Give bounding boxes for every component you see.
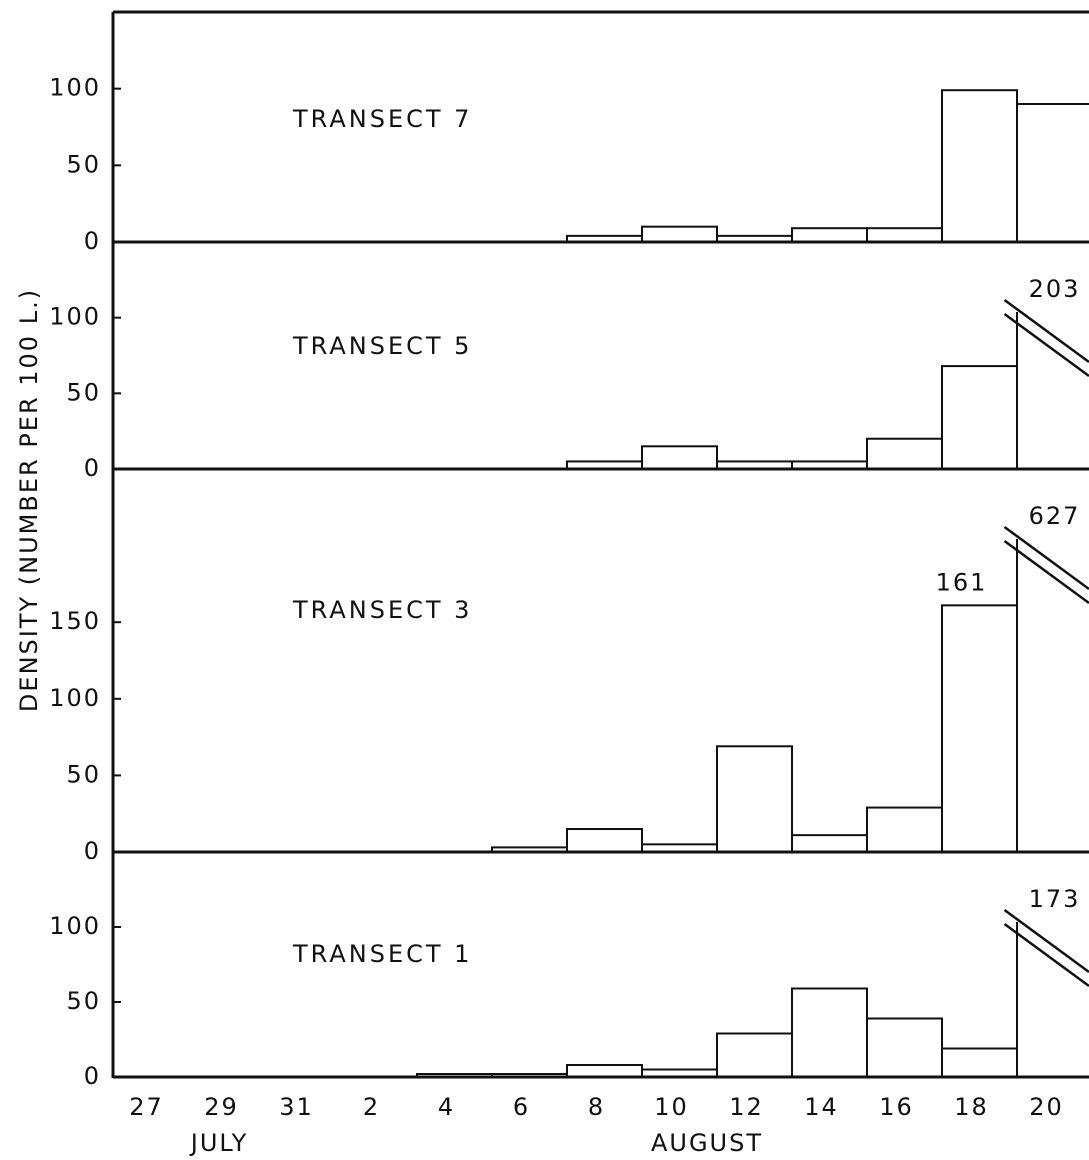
data-label: 627 (1029, 502, 1081, 530)
y-tick-label: 100 (49, 684, 101, 712)
y-tick-label: 0 (84, 454, 101, 482)
bar (566, 1064, 643, 1077)
panel-title: TRANSECT 3 (292, 596, 472, 624)
y-tick-label: 150 (49, 607, 101, 635)
axis-break (1003, 298, 1089, 364)
x-tick-label: 2 (363, 1093, 380, 1121)
bar (941, 89, 1018, 242)
x-tick-label: 12 (729, 1093, 764, 1121)
y-tick-label: 100 (49, 74, 101, 102)
bar (941, 1047, 1018, 1077)
y-tick-label: 0 (84, 837, 101, 865)
month-label: JULY (189, 1129, 249, 1157)
axis-break (1003, 922, 1089, 988)
y-tick-label: 100 (49, 303, 101, 331)
bar (791, 227, 868, 242)
x-tick-label: 6 (513, 1093, 530, 1121)
bar (941, 604, 1018, 852)
x-tick-label: 8 (588, 1093, 605, 1121)
bar (866, 227, 943, 242)
x-tick-label: 4 (438, 1093, 455, 1121)
data-label: 203 (1029, 275, 1081, 303)
y-tick-label: 0 (84, 227, 101, 255)
data-label: 161 (936, 568, 988, 596)
panel-title: TRANSECT 5 (292, 332, 472, 360)
bar (866, 1017, 943, 1077)
axis-break (1003, 525, 1089, 591)
panel-title: TRANSECT 1 (292, 940, 472, 968)
bar (1016, 103, 1089, 242)
x-tick-label: 27 (129, 1093, 164, 1121)
bar (641, 445, 718, 469)
bar (866, 806, 943, 852)
y-tick-label: 0 (84, 1062, 101, 1090)
x-tick-label: 10 (654, 1093, 689, 1121)
bar (791, 987, 868, 1077)
y-tick-label: 50 (66, 987, 101, 1015)
x-tick-label: 29 (204, 1093, 239, 1121)
bar (791, 834, 868, 852)
axis-break (1003, 908, 1089, 974)
bar (1016, 312, 1089, 469)
x-tick-label: 14 (804, 1093, 839, 1121)
bar (566, 828, 643, 852)
y-tick-label: 100 (49, 912, 101, 940)
month-label: AUGUST (651, 1129, 763, 1157)
x-tick-label: 31 (279, 1093, 314, 1121)
x-tick-label: 20 (1029, 1093, 1064, 1121)
bars (566, 312, 1089, 469)
axis-break (1003, 312, 1089, 378)
bar (1016, 922, 1089, 1077)
y-axis-label: DENSITY (NUMBER PER 100 L.) (15, 288, 43, 712)
x-tick-label: 16 (879, 1093, 914, 1121)
bar (1016, 539, 1089, 852)
y-tick-label: 50 (66, 760, 101, 788)
panel-title: TRANSECT 7 (292, 105, 472, 133)
bars (491, 539, 1089, 852)
bars (416, 922, 1089, 1077)
bar (941, 365, 1018, 469)
y-tick-label: 50 (66, 150, 101, 178)
data-label: 173 (1029, 885, 1081, 913)
bar (866, 437, 943, 469)
axis-break (1003, 539, 1089, 605)
y-tick-label: 50 (66, 378, 101, 406)
x-tick-label: 18 (954, 1093, 989, 1121)
bars (566, 89, 1089, 242)
bar (716, 745, 793, 852)
bar (641, 225, 718, 242)
bar (716, 1032, 793, 1077)
